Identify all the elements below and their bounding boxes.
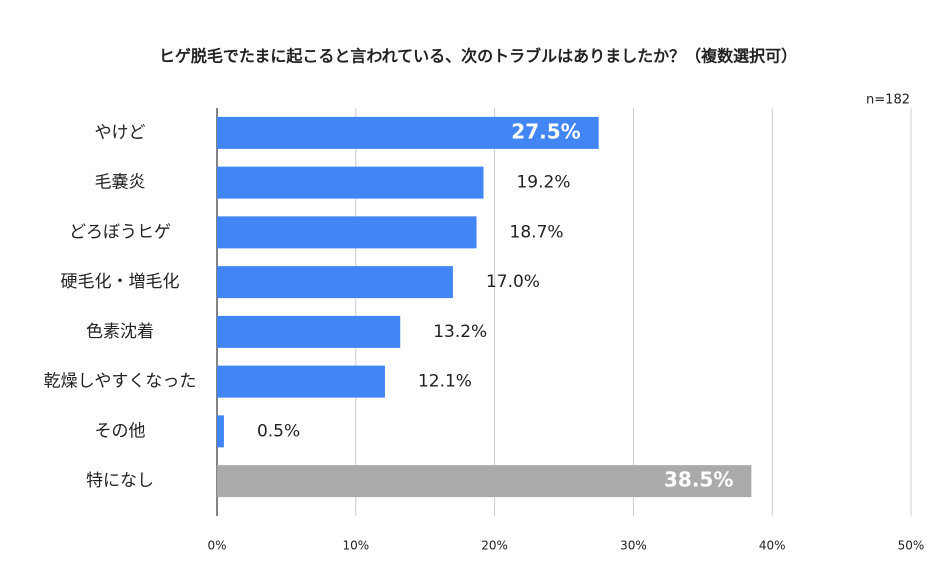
x-tick-label: 30% [620,539,647,553]
y-tick-label: 乾燥しやすくなった [44,372,197,392]
chart-title: ヒゲ脱毛でたまに起こると言われている、次のトラブルはありましたか？（複数選択可） [159,47,797,66]
value-label: 12.1% [418,372,472,392]
value-label: 17.0% [486,272,540,292]
bar [217,365,385,398]
x-tick-label: 0% [207,539,226,553]
value-label: 0.5% [257,421,300,441]
bar [217,315,401,348]
bar [217,216,477,249]
y-tick-label: 硬毛化・増毛化 [61,272,180,292]
y-tick-label: やけど [95,123,146,143]
y-tick-label: どろぼうヒゲ [69,222,171,242]
x-tick-label: 20% [481,539,508,553]
value-label: 13.2% [433,322,487,342]
bar [217,465,752,498]
y-tick-label: 毛嚢炎 [95,173,146,193]
value-label: 27.5% [511,119,580,143]
value-label: 38.5% [664,468,733,492]
x-tick-label: 50% [898,539,925,553]
value-label: 19.2% [516,173,570,193]
bar [217,166,484,199]
x-tick-label: 10% [342,539,369,553]
y-tick-label: 特になし [86,471,154,491]
value-label: 18.7% [510,222,564,242]
y-tick-label: 色素沈着 [86,322,154,342]
bar [217,415,224,448]
annotation: n=182 [866,93,910,108]
bar [217,116,599,149]
bar [217,266,453,299]
x-tick-label: 40% [759,539,786,553]
y-tick-label: その他 [95,421,146,441]
